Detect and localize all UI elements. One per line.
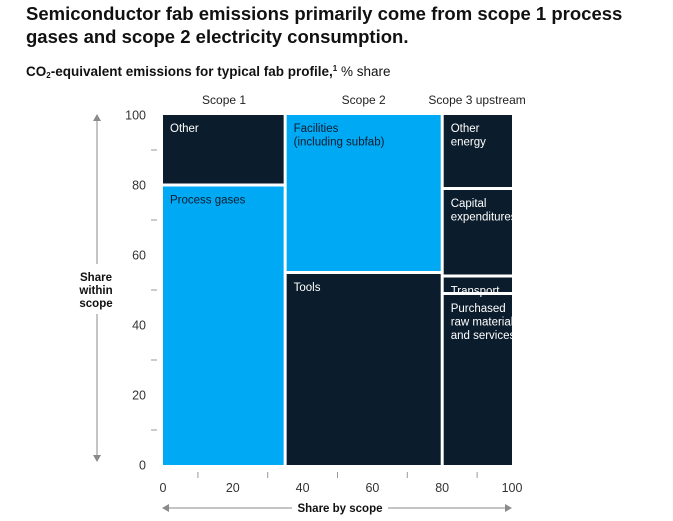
x-tick-label: 20: [226, 481, 240, 495]
y-axis-arrow-up: [93, 114, 101, 121]
y-axis-label: scope: [79, 298, 112, 310]
scope-header: Scope 3 upstream: [428, 93, 525, 107]
x-tick-label: 80: [435, 481, 449, 495]
segment-label: and services: [451, 330, 516, 342]
y-label-backdrop: [70, 264, 124, 314]
x-axis-arrow-left: [162, 504, 169, 512]
x-tick-label: 40: [296, 481, 310, 495]
segment: [443, 295, 512, 465]
segment-label: Other: [451, 123, 480, 135]
segment-label: raw material: [451, 317, 514, 329]
y-axis-arrow-down: [93, 455, 101, 462]
segment: [443, 277, 512, 292]
x-axis-arrow-right: [505, 504, 512, 512]
segment-label: Purchased: [451, 303, 506, 315]
segment: [286, 115, 441, 271]
x-axis-label: Share by scope: [297, 503, 382, 515]
scope-header: Scope 1: [202, 93, 246, 107]
subtitle-co: CO: [26, 64, 47, 79]
x-tick-label: 100: [502, 481, 523, 495]
segment-label: Capital: [451, 198, 487, 210]
segment-label: (including subfab): [294, 137, 385, 149]
segment-label: expenditures: [451, 212, 517, 224]
segment-label: Other: [170, 123, 199, 135]
scope-header: Scope 2: [342, 93, 386, 107]
segment: [443, 190, 512, 275]
subtitle-rest: -equivalent emissions for typical fab pr…: [50, 64, 333, 79]
segment-label: energy: [451, 137, 486, 149]
y-tick-label: 0: [139, 459, 146, 473]
subtitle-footnote: 1: [332, 64, 338, 73]
subtitle-sub: 2: [46, 71, 51, 80]
segment: [443, 115, 512, 187]
x-tick-label: 60: [365, 481, 379, 495]
y-tick-label: 60: [132, 249, 146, 263]
segment: [163, 186, 284, 465]
chart-title: Semiconductor fab emissions primarily co…: [26, 3, 623, 47]
subtitle-unit: % share: [337, 64, 391, 79]
y-axis-label: within: [78, 285, 112, 297]
x-tick-label: 0: [160, 481, 167, 495]
y-axis-label: Share: [80, 272, 112, 284]
y-tick-label: 100: [125, 109, 146, 123]
segment-label: Transport: [451, 286, 501, 298]
segment-label: Tools: [294, 282, 321, 294]
segment-label: Facilities: [294, 123, 339, 135]
y-tick-label: 40: [132, 319, 146, 333]
chart-subtitle: CO2-equivalent emissions for typical fab…: [26, 60, 391, 85]
segment: [163, 115, 284, 184]
y-tick-label: 80: [132, 179, 146, 193]
segment: [286, 274, 441, 465]
x-label-backdrop: [292, 500, 388, 516]
segment-label: Process gases: [170, 195, 246, 207]
y-tick-label: 20: [132, 389, 146, 403]
